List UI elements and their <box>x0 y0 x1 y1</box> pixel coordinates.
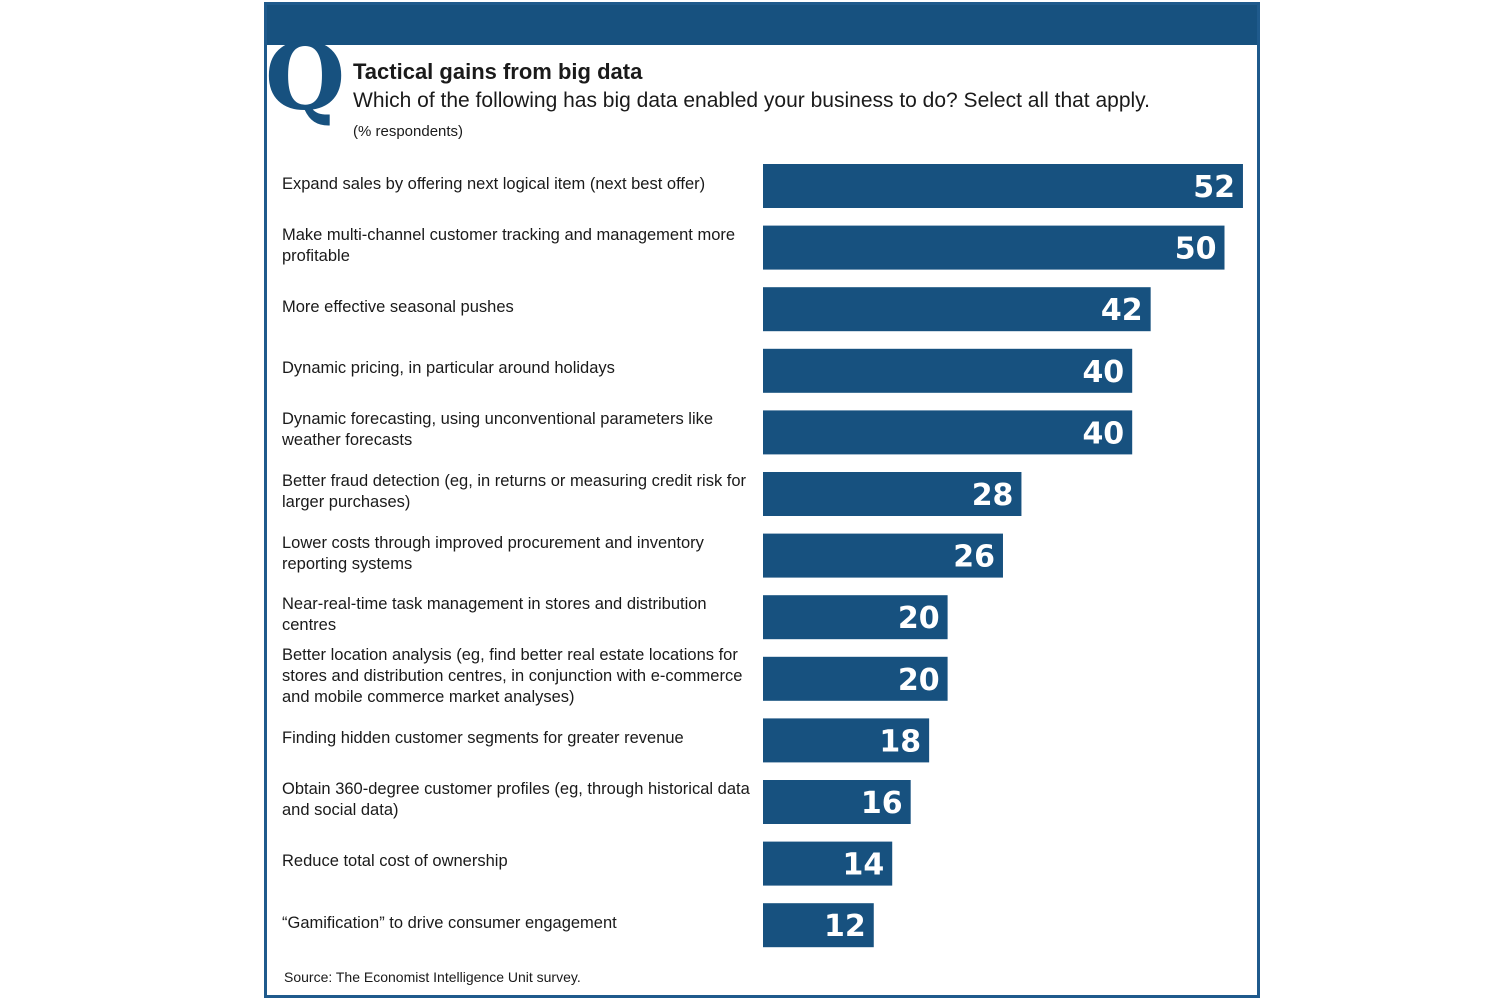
bar-4 <box>763 348 1133 393</box>
bar-value-label-11: 16 <box>861 786 903 821</box>
bar-value-label-10: 18 <box>879 724 921 759</box>
bar-11 <box>763 780 911 824</box>
bar-value-label-2: 50 <box>1175 232 1217 267</box>
bar-chart: 52 50 42 40 40 28 26 20 20 18 16 14 12 <box>763 164 1243 948</box>
source-note: Source: The Economist Intelligence Unit … <box>284 969 581 985</box>
bar-6 <box>763 472 1022 516</box>
category-label-13: “Gamification” to drive consumer engagem… <box>282 913 617 932</box>
category-label-11: Obtain 360-degree customer profiles (eg,… <box>282 780 750 819</box>
chart-frame: Q Tactical gains from big data Which of … <box>264 2 1260 998</box>
unit-label: (% respondents) <box>353 123 464 140</box>
category-label-4: Dynamic pricing, in particular around ho… <box>282 359 615 378</box>
bar-value-label-13: 12 <box>824 909 866 944</box>
category-label-6: Better fraud detection (eg, in returns o… <box>282 472 747 511</box>
bar-3 <box>763 287 1151 332</box>
category-label-12: Reduce total cost of ownership <box>282 852 508 871</box>
bar-10 <box>763 718 930 763</box>
bar-value-label-7: 26 <box>953 540 995 575</box>
bar-value-label-4: 40 <box>1082 355 1124 390</box>
category-label-9: Better location analysis (eg, find bette… <box>282 646 743 707</box>
bar-8 <box>763 595 948 640</box>
category-label-1: Expand sales by offering next logical it… <box>282 174 706 193</box>
chart-title: Tactical gains from big data <box>353 59 643 84</box>
question-badge: Q <box>265 23 346 131</box>
chart-subtitle: Which of the following has big data enab… <box>353 89 1150 112</box>
bar-13 <box>763 903 874 948</box>
bar-value-label-8: 20 <box>898 601 940 636</box>
bar-value-label-9: 20 <box>898 663 940 698</box>
bar-1 <box>763 164 1243 208</box>
category-label-10: Finding hidden customer segments for gre… <box>282 728 684 747</box>
category-label-5: Dynamic forecasting, using unconventiona… <box>282 410 714 450</box>
bar-2 <box>763 225 1225 270</box>
bar-12 <box>763 841 893 886</box>
header-band <box>267 5 1257 45</box>
category-label-8: Near-real-time task management in stores… <box>282 595 707 635</box>
bar-value-label-3: 42 <box>1101 293 1143 328</box>
bar-7 <box>763 533 1003 578</box>
category-label-2: Make multi-channel customer tracking and… <box>282 225 736 265</box>
bar-value-label-6: 28 <box>972 478 1014 513</box>
bar-value-label-5: 40 <box>1082 416 1124 451</box>
bar-value-label-1: 52 <box>1193 170 1235 205</box>
bar-5 <box>763 410 1133 455</box>
category-label-3: More effective seasonal pushes <box>282 297 514 316</box>
bar-value-label-12: 14 <box>842 848 884 883</box>
bar-9 <box>763 656 948 701</box>
category-label-7: Lower costs through improved procurement… <box>282 533 704 573</box>
